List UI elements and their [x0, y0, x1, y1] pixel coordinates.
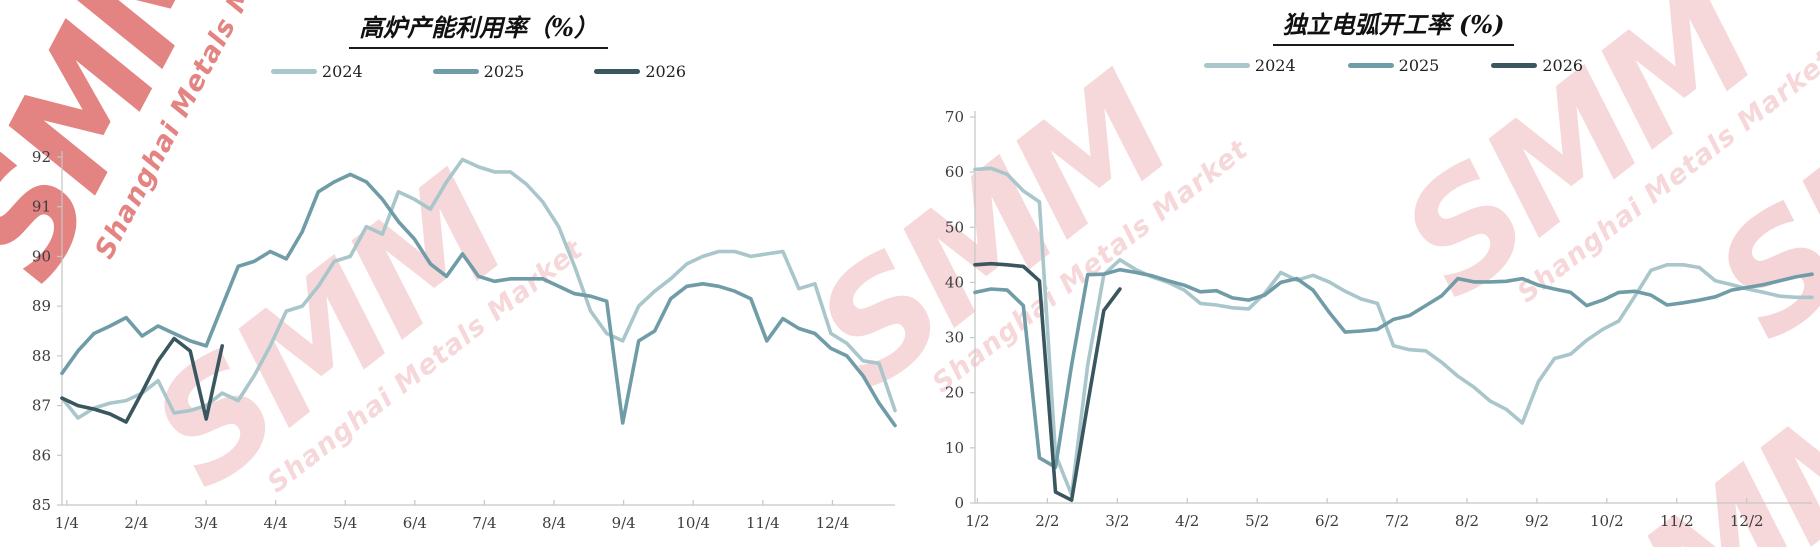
y-tick-label: 88 — [32, 347, 51, 365]
x-tick-label: 9/2 — [1525, 512, 1549, 530]
legend-item-2025: 2025 — [1347, 56, 1440, 75]
right-chart-header: 独立电弧开工率 (%) — [975, 5, 1812, 46]
x-tick-label: 6/2 — [1315, 512, 1339, 530]
x-tick-label: 11/2 — [1660, 512, 1694, 530]
x-tick-label: 5/4 — [333, 514, 357, 532]
y-tick-label: 86 — [32, 446, 51, 464]
y-tick-label: 20 — [945, 384, 964, 402]
legend-item-2026: 2026 — [1491, 56, 1583, 75]
legend-swatch-2025 — [432, 69, 479, 74]
legend-label-2026: 2026 — [645, 62, 687, 81]
left-chart-header: 高炉产能利用率（%） — [62, 8, 895, 49]
y-tick-label: 91 — [32, 198, 51, 216]
series-line-2026 — [60, 336, 224, 424]
series-line-2025 — [60, 172, 897, 428]
legend-label-2025: 2025 — [483, 62, 525, 81]
y-tick-label: 92 — [32, 148, 51, 166]
legend-swatch-2024 — [270, 69, 317, 74]
legend-swatch-2024 — [1203, 63, 1250, 68]
x-tick-label: 3/2 — [1105, 512, 1129, 530]
x-tick-label: 2/4 — [124, 514, 148, 532]
legend-item-2024: 2024 — [270, 62, 363, 81]
y-tick-label: 89 — [32, 297, 51, 315]
x-tick-label: 8/4 — [542, 514, 566, 532]
x-tick-label: 8/2 — [1455, 512, 1479, 530]
right-chart-title: 独立电弧开工率 (%) — [1272, 5, 1515, 46]
x-tick-label: 7/2 — [1385, 512, 1409, 530]
x-tick-label: 11/4 — [746, 514, 780, 532]
x-tick-label: 1/4 — [55, 514, 79, 532]
y-tick-label: 10 — [945, 439, 964, 457]
x-tick-label: 3/4 — [194, 514, 218, 532]
y-tick-label: 70 — [945, 108, 964, 126]
series-line-2024 — [973, 166, 1814, 497]
right-chart-legend: 2024 2025 2026 — [975, 56, 1812, 75]
y-tick-label: 0 — [954, 494, 964, 512]
series-line-2024 — [60, 157, 897, 420]
x-tick-label: 12/4 — [816, 514, 850, 532]
legend-label-2025: 2025 — [1398, 56, 1440, 75]
x-tick-label: 6/4 — [403, 514, 427, 532]
x-tick-label: 10/4 — [676, 514, 710, 532]
y-tick-label: 87 — [32, 397, 51, 415]
left-chart-legend: 2024 2025 2026 — [62, 62, 895, 81]
y-tick-label: 85 — [32, 496, 51, 514]
y-tick-label: 90 — [32, 247, 51, 265]
x-tick-label: 12/2 — [1730, 512, 1764, 530]
legend-label-2024: 2024 — [1254, 56, 1296, 75]
legend-label-2026: 2026 — [1542, 56, 1584, 75]
y-tick-label: 60 — [945, 163, 964, 181]
x-tick-label: 4/2 — [1175, 512, 1199, 530]
series-line-2026 — [973, 261, 1122, 503]
legend-swatch-2025 — [1347, 63, 1394, 68]
y-tick-label: 50 — [945, 218, 964, 236]
legend-swatch-2026 — [594, 69, 641, 74]
left-chart-title: 高炉产能利用率（%） — [349, 8, 608, 49]
series-line-2025 — [973, 267, 1814, 470]
x-tick-label: 2/2 — [1035, 512, 1059, 530]
y-tick-label: 30 — [945, 329, 964, 347]
x-tick-label: 9/4 — [612, 514, 636, 532]
x-tick-label: 1/2 — [965, 512, 989, 530]
legend-swatch-2026 — [1491, 63, 1538, 68]
legend-item-2024: 2024 — [1203, 56, 1296, 75]
legend-label-2024: 2024 — [321, 62, 363, 81]
x-tick-label: 7/4 — [472, 514, 496, 532]
x-tick-label: 4/4 — [264, 514, 288, 532]
legend-item-2025: 2025 — [432, 62, 525, 81]
x-tick-label: 5/2 — [1245, 512, 1269, 530]
x-tick-label: 10/2 — [1590, 512, 1624, 530]
legend-item-2026: 2026 — [594, 62, 686, 81]
y-tick-label: 40 — [945, 273, 964, 291]
